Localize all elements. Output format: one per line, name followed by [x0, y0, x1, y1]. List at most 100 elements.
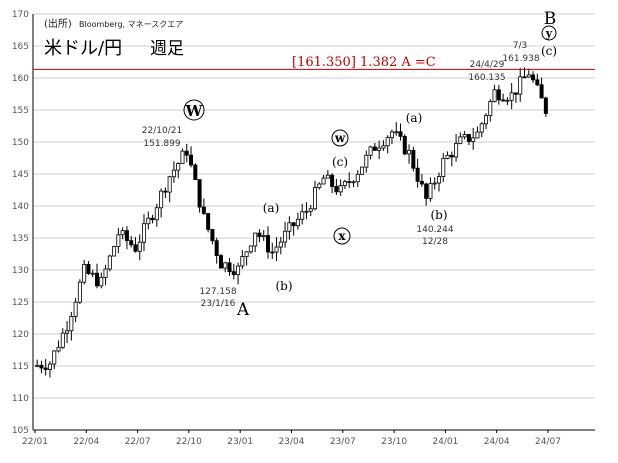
candle-body — [133, 244, 138, 252]
candle-body — [313, 187, 318, 210]
y-tick-label: 170 — [12, 10, 29, 20]
candle-body — [381, 145, 386, 149]
candle-body — [389, 131, 394, 139]
candle-body — [407, 149, 412, 155]
top-date: 7/3 — [513, 41, 527, 51]
candle-body — [86, 264, 91, 274]
candle-body — [210, 229, 215, 242]
candle-body — [295, 218, 300, 227]
candle-body — [338, 185, 343, 193]
candle-body — [129, 240, 134, 246]
candle-body — [146, 217, 151, 225]
y-tick-label: 115 — [12, 362, 29, 372]
candle-body — [82, 264, 87, 283]
source-prefix: (出所) — [44, 17, 72, 30]
candle-body — [308, 208, 313, 212]
x-tick-label: 24/01 — [432, 437, 458, 447]
resistance-label: [161.350] 1.382 A =C — [292, 55, 436, 70]
candle-body — [274, 246, 279, 253]
x-tick-label: 24/07 — [535, 437, 561, 447]
candle-body — [35, 364, 40, 367]
candle-body — [214, 240, 219, 256]
candle-body — [531, 74, 536, 81]
wave-A-value: 127.158 — [199, 287, 236, 297]
candle-body — [52, 350, 57, 365]
y-tick-label: 135 — [12, 234, 29, 244]
candle-body — [137, 241, 142, 252]
candle-body — [227, 262, 232, 273]
candle-body — [360, 166, 365, 175]
candle-body — [522, 76, 527, 79]
candle-body — [377, 147, 382, 151]
candle-body — [458, 136, 463, 144]
y-tick-label: 155 — [12, 106, 29, 116]
candle-body — [265, 235, 270, 253]
candle-body — [411, 149, 416, 169]
candle-body — [342, 181, 347, 186]
candle-body — [330, 174, 335, 187]
y-tick-label: 140 — [12, 202, 29, 212]
wave-x-small-label: x — [338, 229, 346, 243]
candle-body — [441, 158, 446, 177]
y-tick-label: 110 — [12, 394, 29, 404]
candle-body — [317, 183, 322, 188]
wave-a2-label: (a) — [406, 111, 423, 125]
candle-body — [462, 134, 467, 138]
candle-body — [65, 330, 70, 334]
candle-body — [193, 164, 198, 180]
candle-body — [236, 265, 241, 276]
candle-body — [325, 174, 330, 179]
candle-body — [253, 232, 258, 247]
candle-body — [436, 176, 441, 184]
candle-body — [167, 176, 172, 193]
wave-a1-label: (a) — [263, 201, 280, 215]
candle-body — [69, 316, 74, 332]
candle-body — [270, 251, 275, 254]
candle-body — [424, 183, 429, 199]
x-axis: 22/01 22/04 22/07 22/10 23/01 23/04 23/07 23/10… — [22, 430, 561, 447]
candle-body — [449, 154, 454, 158]
candle-body — [278, 241, 283, 248]
candle-series — [35, 67, 548, 378]
wave-b2-date: 12/28 — [422, 237, 448, 247]
candle-body — [159, 190, 164, 209]
candle-body — [351, 181, 356, 184]
x-tick-label: 23/04 — [279, 437, 305, 447]
wave-w-circle — [331, 129, 349, 147]
x-tick-label: 23/01 — [227, 437, 253, 447]
candle-body — [184, 150, 189, 156]
candle-body — [283, 230, 288, 243]
candle-body — [189, 154, 194, 166]
wave-x-circle — [333, 227, 351, 245]
candle-body — [218, 255, 223, 269]
candle-body — [47, 363, 52, 370]
candle-body — [398, 131, 403, 137]
candle-body — [197, 179, 202, 208]
candle-body — [334, 186, 339, 193]
peak-date: 24/4/29 — [470, 60, 505, 70]
candle-body — [163, 190, 168, 193]
y-tick-label: 120 — [12, 330, 29, 340]
candle-body — [171, 169, 176, 178]
candle-body — [454, 142, 459, 158]
candle-body — [231, 271, 236, 276]
wave-W-value: 151.899 — [143, 139, 180, 149]
candle-body — [509, 92, 514, 101]
chart-period: 週足 — [150, 39, 184, 59]
candle-body — [60, 332, 65, 348]
y-axis: 105 110 115 120 125 130 135 140 145 150 155 160 165 1… — [12, 10, 29, 436]
x-tick-label: 22/01 — [22, 437, 48, 447]
candle-body — [445, 154, 450, 159]
candle-body — [248, 245, 253, 253]
source-names: Bloomberg, マネースクエア — [79, 20, 183, 29]
candle-body — [73, 301, 78, 317]
wave-y-circle — [541, 25, 557, 41]
candle-body — [180, 150, 185, 164]
candle-body — [513, 92, 518, 95]
y-tick-label: 165 — [12, 42, 29, 52]
candle-body — [176, 163, 181, 171]
candle-body — [206, 213, 211, 230]
x-tick-label: 23/07 — [330, 437, 356, 447]
candle-body — [103, 268, 108, 278]
